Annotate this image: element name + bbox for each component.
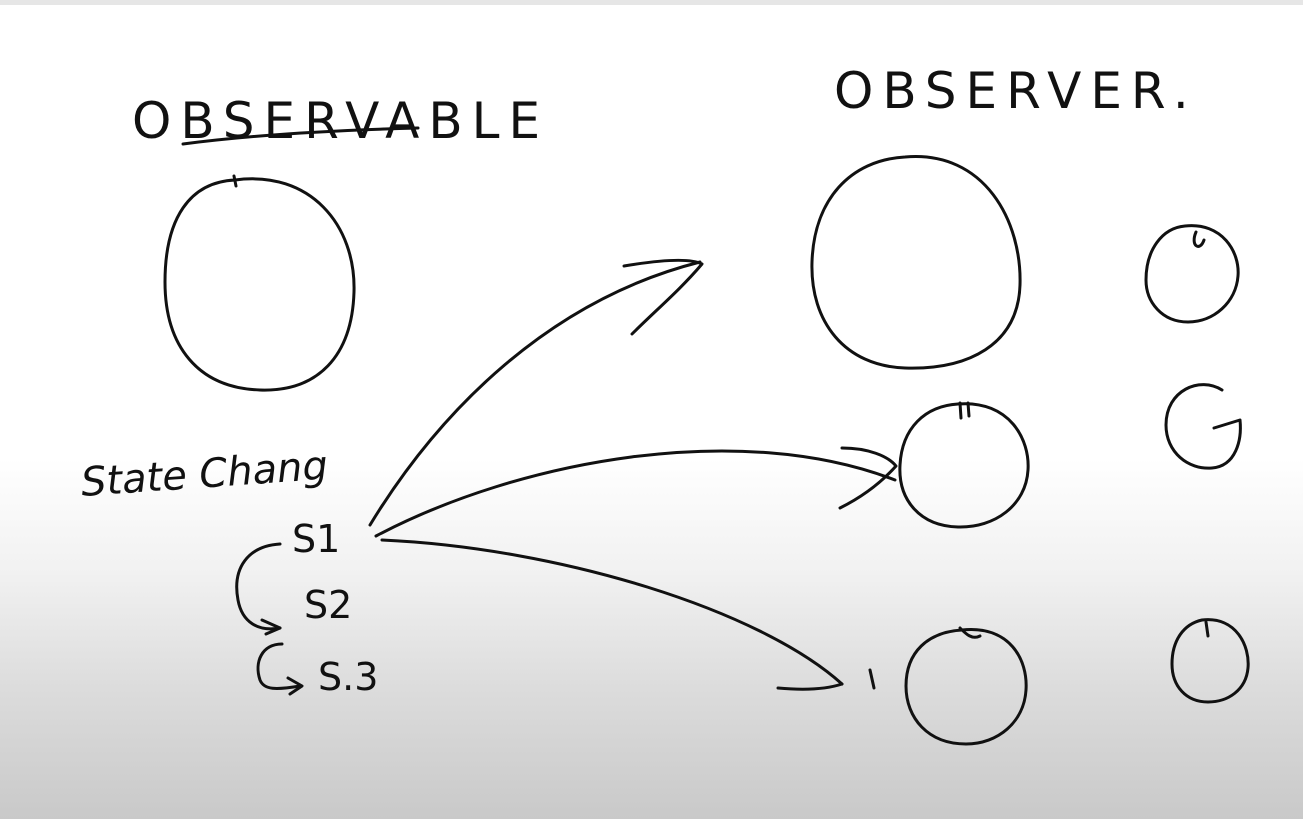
observer-circle-2-tick: [958, 401, 971, 420]
notify-arrow-observer-2: [374, 449, 897, 538]
observable-title: OBSERVABLE: [132, 92, 549, 150]
state-s2: S2: [304, 583, 352, 627]
observable-circle-tick: [232, 174, 238, 188]
transition-arrowhead-s3: [286, 676, 304, 696]
notify-arrowhead-observer-3: [776, 682, 844, 691]
notify-arrowhead-observer-2: [838, 446, 898, 510]
transition-arrow-s1-s2: [235, 542, 282, 631]
transition-arrowhead-s2: [260, 618, 282, 636]
state-s3: S.3: [318, 655, 378, 699]
top-border: [0, 0, 1303, 5]
observer-circle-3-tick: [958, 626, 982, 639]
small-circle-3-tick: [1204, 620, 1210, 638]
notify-arrow-observer-1: [368, 260, 702, 527]
state-s1: S1: [292, 517, 340, 561]
observer-circle-2: [898, 402, 1030, 529]
transition-arrow-s2-s3: [256, 642, 302, 690]
notify-arrowhead-observer-1: [622, 258, 704, 336]
observer-title: OBSERVER.: [834, 62, 1198, 120]
state-change-label: State Chang: [79, 443, 329, 506]
notify-arrow-observer-3: [380, 538, 844, 686]
observer-circle-3: [904, 628, 1028, 746]
small-circle-3: [1170, 618, 1250, 704]
observable-circle: [163, 177, 356, 392]
notify-arrow-observer-3-mark: [868, 668, 876, 690]
small-circle-1-tick: [1192, 230, 1206, 248]
small-circle-1: [1144, 224, 1240, 324]
observer-circle-1: [810, 155, 1022, 370]
observable-title-underline: [181, 126, 420, 146]
small-circle-2: [1164, 383, 1242, 470]
